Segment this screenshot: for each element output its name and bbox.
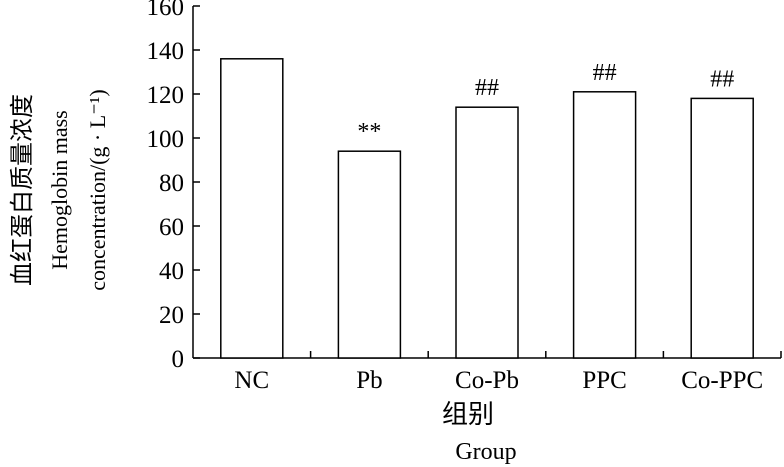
x-axis-title-cn: 组别 — [442, 400, 494, 429]
bar-co-ppc — [690, 97, 754, 359]
significance-marker: ## — [475, 75, 499, 101]
y-axis-title-en-line1: Hemoglobin mass — [47, 110, 72, 270]
bar-pb — [337, 150, 402, 359]
y-axis-title-en-line2: concentration/(g · L⁻¹) — [85, 89, 110, 290]
x-axis-title-en: Group — [455, 439, 516, 465]
x-tick-label: Co-Pb — [455, 367, 519, 394]
x-tick-label: PPC — [582, 367, 626, 394]
y-tick-label: 140 — [147, 38, 185, 65]
x-tick-label: Co-PPC — [681, 367, 763, 394]
y-axis-title-cn: 血红蛋白质量浓度 — [9, 94, 36, 286]
y-tick-label: 60 — [159, 214, 184, 241]
plot-area: 0 20 40 60 80 100 120 140 160 NC Pb ** Co-Pb ## PPC ## C… — [147, 0, 782, 394]
significance-marker: ** — [357, 119, 381, 145]
bar-nc — [220, 58, 284, 359]
y-tick-label: 160 — [147, 0, 185, 21]
significance-marker: ## — [710, 66, 734, 92]
x-tick-label: Pb — [356, 367, 382, 394]
y-tick-label: 120 — [147, 82, 185, 109]
y-tick-label: 20 — [159, 302, 184, 329]
y-tick-label: 100 — [147, 126, 185, 153]
y-tick-label: 0 — [172, 346, 185, 373]
x-tick-label: NC — [234, 367, 269, 394]
bar-ppc — [572, 91, 637, 359]
significance-marker: ## — [593, 60, 617, 86]
y-tick-label: 40 — [159, 258, 184, 285]
y-tick-label: 80 — [159, 170, 184, 197]
bar-co-pb — [455, 106, 519, 359]
